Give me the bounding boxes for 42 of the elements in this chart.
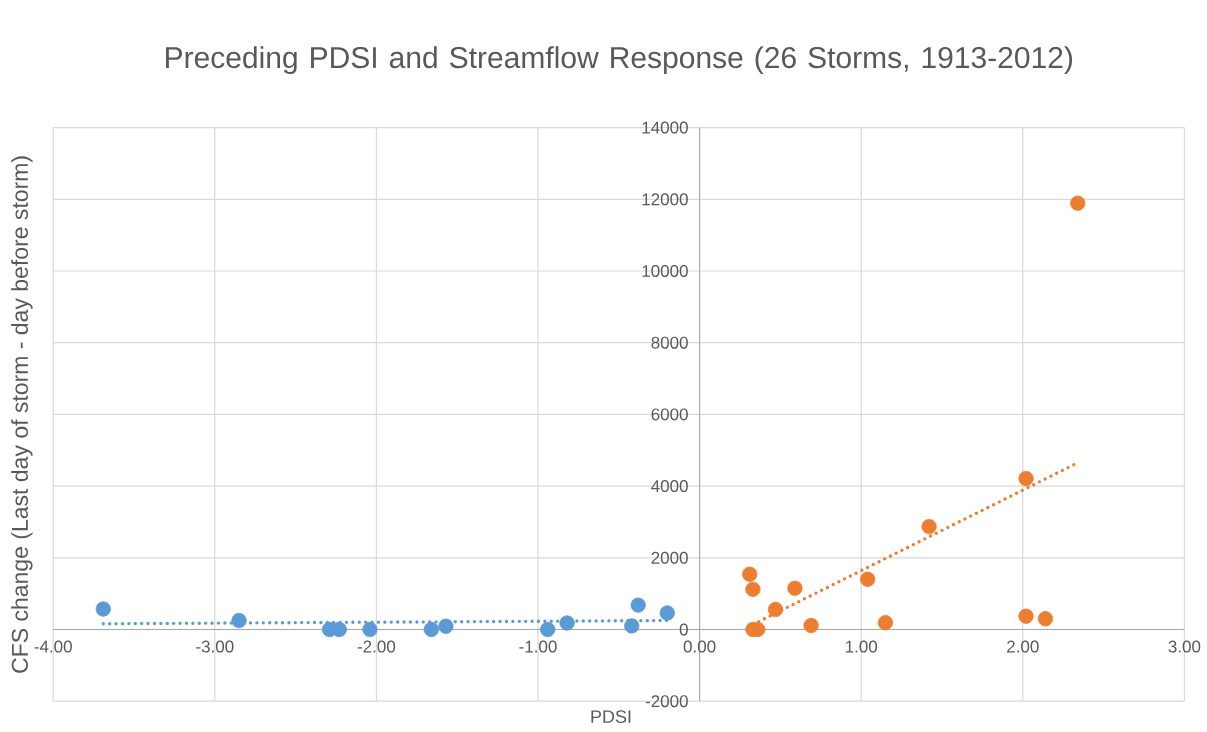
- point: [559, 615, 575, 631]
- x-tick-label: -2.00: [357, 640, 396, 653]
- point: [1037, 611, 1054, 627]
- point: [659, 605, 675, 621]
- point: [767, 601, 784, 618]
- point: [803, 617, 819, 634]
- y-tick-label: 2000: [651, 551, 688, 564]
- y-tick-label: 0: [679, 623, 688, 636]
- point: [787, 580, 803, 596]
- point: [624, 618, 640, 634]
- x-tick-label: -1.00: [519, 640, 557, 653]
- point: [742, 566, 758, 582]
- point: [362, 621, 378, 638]
- x-axis-title: PDSI: [591, 710, 631, 724]
- point: [630, 597, 646, 613]
- y-tick-label: 8000: [651, 336, 688, 349]
- x-tick-label: 1.00: [845, 640, 878, 653]
- point: [95, 601, 111, 617]
- point: [438, 618, 454, 634]
- point: [540, 621, 556, 638]
- point: [860, 571, 876, 587]
- x-tick-label: 2.00: [1007, 640, 1039, 653]
- point: [423, 621, 439, 638]
- y-tick-label: 10000: [642, 264, 688, 277]
- y-tick-label: 14000: [642, 121, 688, 134]
- x-tick-label: -3.00: [196, 640, 234, 653]
- y-tick-label: -2000: [645, 695, 688, 708]
- point: [1018, 470, 1034, 487]
- point: [745, 581, 761, 597]
- point: [921, 518, 937, 535]
- y-tick-label: 6000: [651, 408, 688, 421]
- point: [877, 615, 894, 631]
- x-tick-label: -4.00: [34, 640, 72, 653]
- chart-title: Preceding PDSI and Streamflow Response (26 Storms, 1913-2012): [166, 46, 1073, 75]
- y-axis-title: CFS change (Last day of storm - day before storm): [11, 156, 33, 673]
- x-tick-label: 3.00: [1168, 640, 1201, 653]
- point: [231, 612, 247, 629]
- y-tick-label: 4000: [651, 480, 688, 493]
- y-tick-label: 12000: [642, 193, 688, 206]
- x-tick-label: 0.00: [683, 640, 716, 653]
- point: [1070, 195, 1086, 211]
- point: [1018, 608, 1034, 624]
